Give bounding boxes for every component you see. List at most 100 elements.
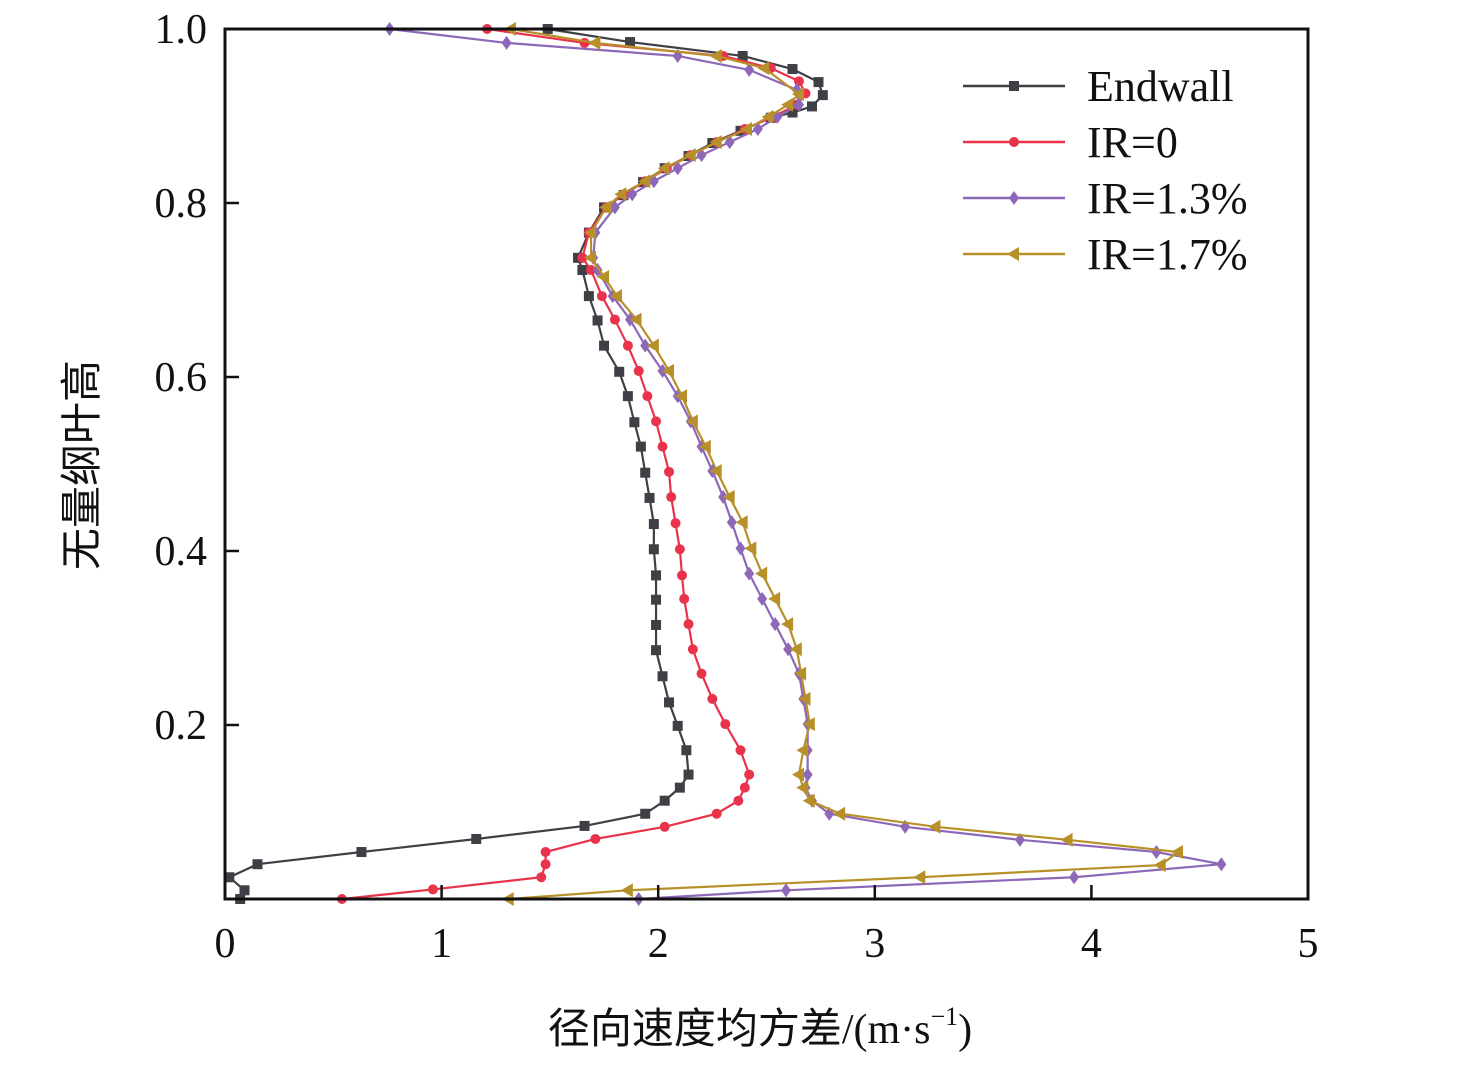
data-point [622,340,633,351]
data-point [674,544,685,555]
data-point [711,808,722,819]
x-axis-title-main: 径向速度均方差/(m·s [548,1007,931,1053]
legend-marker [1007,247,1019,261]
data-point [629,417,640,428]
data-point [696,668,707,679]
data-point [768,591,781,606]
data-point [789,642,802,657]
data-point [1216,857,1227,872]
series-ir-1-7- [501,22,1184,906]
data-point [651,570,662,581]
data-point [651,645,662,656]
legend-marker [1009,137,1019,147]
data-point [597,269,610,284]
data-point [744,541,757,556]
data-point [622,391,633,402]
data-point [1060,832,1073,847]
legend-item: Endwall [963,62,1234,111]
data-point [536,872,547,883]
data-point [590,833,601,844]
data-point [798,691,811,706]
data-point [577,252,588,263]
data-point [722,490,735,505]
data-point [657,671,668,682]
data-point [675,389,688,404]
data-point [657,161,670,176]
data-point [735,515,748,530]
data-point [625,37,636,48]
data-point [744,769,755,780]
data-point [252,859,263,870]
x-tick-label: 5 [1298,921,1319,967]
data-point [796,780,809,795]
data-point [685,414,698,429]
y-tick-label: 0.6 [155,355,208,401]
data-point [592,315,603,326]
data-point [644,492,655,503]
data-point [670,518,681,529]
data-point [664,466,675,477]
data-point [584,250,597,265]
data-point [802,793,815,808]
data-point [781,617,794,632]
x-tick-label: 4 [1081,921,1102,967]
data-point [744,566,755,581]
y-tick-label: 1.0 [155,7,208,53]
data-point [620,883,633,898]
data-point [640,808,651,819]
data-point [735,745,746,756]
data-point [635,441,646,452]
data-point [501,35,512,50]
data-point [239,885,250,896]
data-point [610,289,623,304]
data-point [733,795,744,806]
x-axis-title-end: ) [958,1007,972,1053]
data-point [683,148,696,163]
legend-label: IR=0 [1087,118,1178,167]
data-point [813,77,824,88]
data-point [672,720,683,731]
series-line [508,27,1181,901]
data-point [224,872,235,883]
data-point [1171,845,1184,860]
series-layer [224,22,1227,906]
data-point [735,541,746,556]
data-point [427,884,438,895]
data-point [709,463,722,478]
data-point [1153,858,1166,873]
data-point [780,883,791,898]
data-point [687,644,698,655]
legend-item: IR=0 [963,118,1178,167]
data-point [672,161,683,176]
legend-marker [1009,81,1019,91]
data-point [913,870,926,885]
data-point [677,570,688,581]
data-point [761,109,774,124]
data-point [1151,845,1162,860]
data-point [793,76,804,87]
x-tick-label: 2 [648,921,669,967]
data-point [787,64,798,75]
data-point [588,35,601,50]
data-point [640,467,651,478]
data-point [709,48,722,63]
data-point [356,847,367,858]
data-point [664,697,675,708]
legend-item: IR=1.3% [963,174,1247,223]
data-point [679,593,690,604]
plot-frame [223,27,1310,901]
data-point [659,821,670,832]
data-point [586,264,597,275]
data-point [817,90,828,101]
data-point [614,366,625,377]
data-point [471,833,482,844]
y-tick-label: 0.4 [155,529,208,575]
data-point [806,101,817,112]
data-point [770,617,781,632]
data-point [642,391,653,402]
series-endwall [224,24,828,904]
data-point [659,795,670,806]
data-point [740,122,753,137]
legend-item: IR=1.7% [963,230,1247,279]
